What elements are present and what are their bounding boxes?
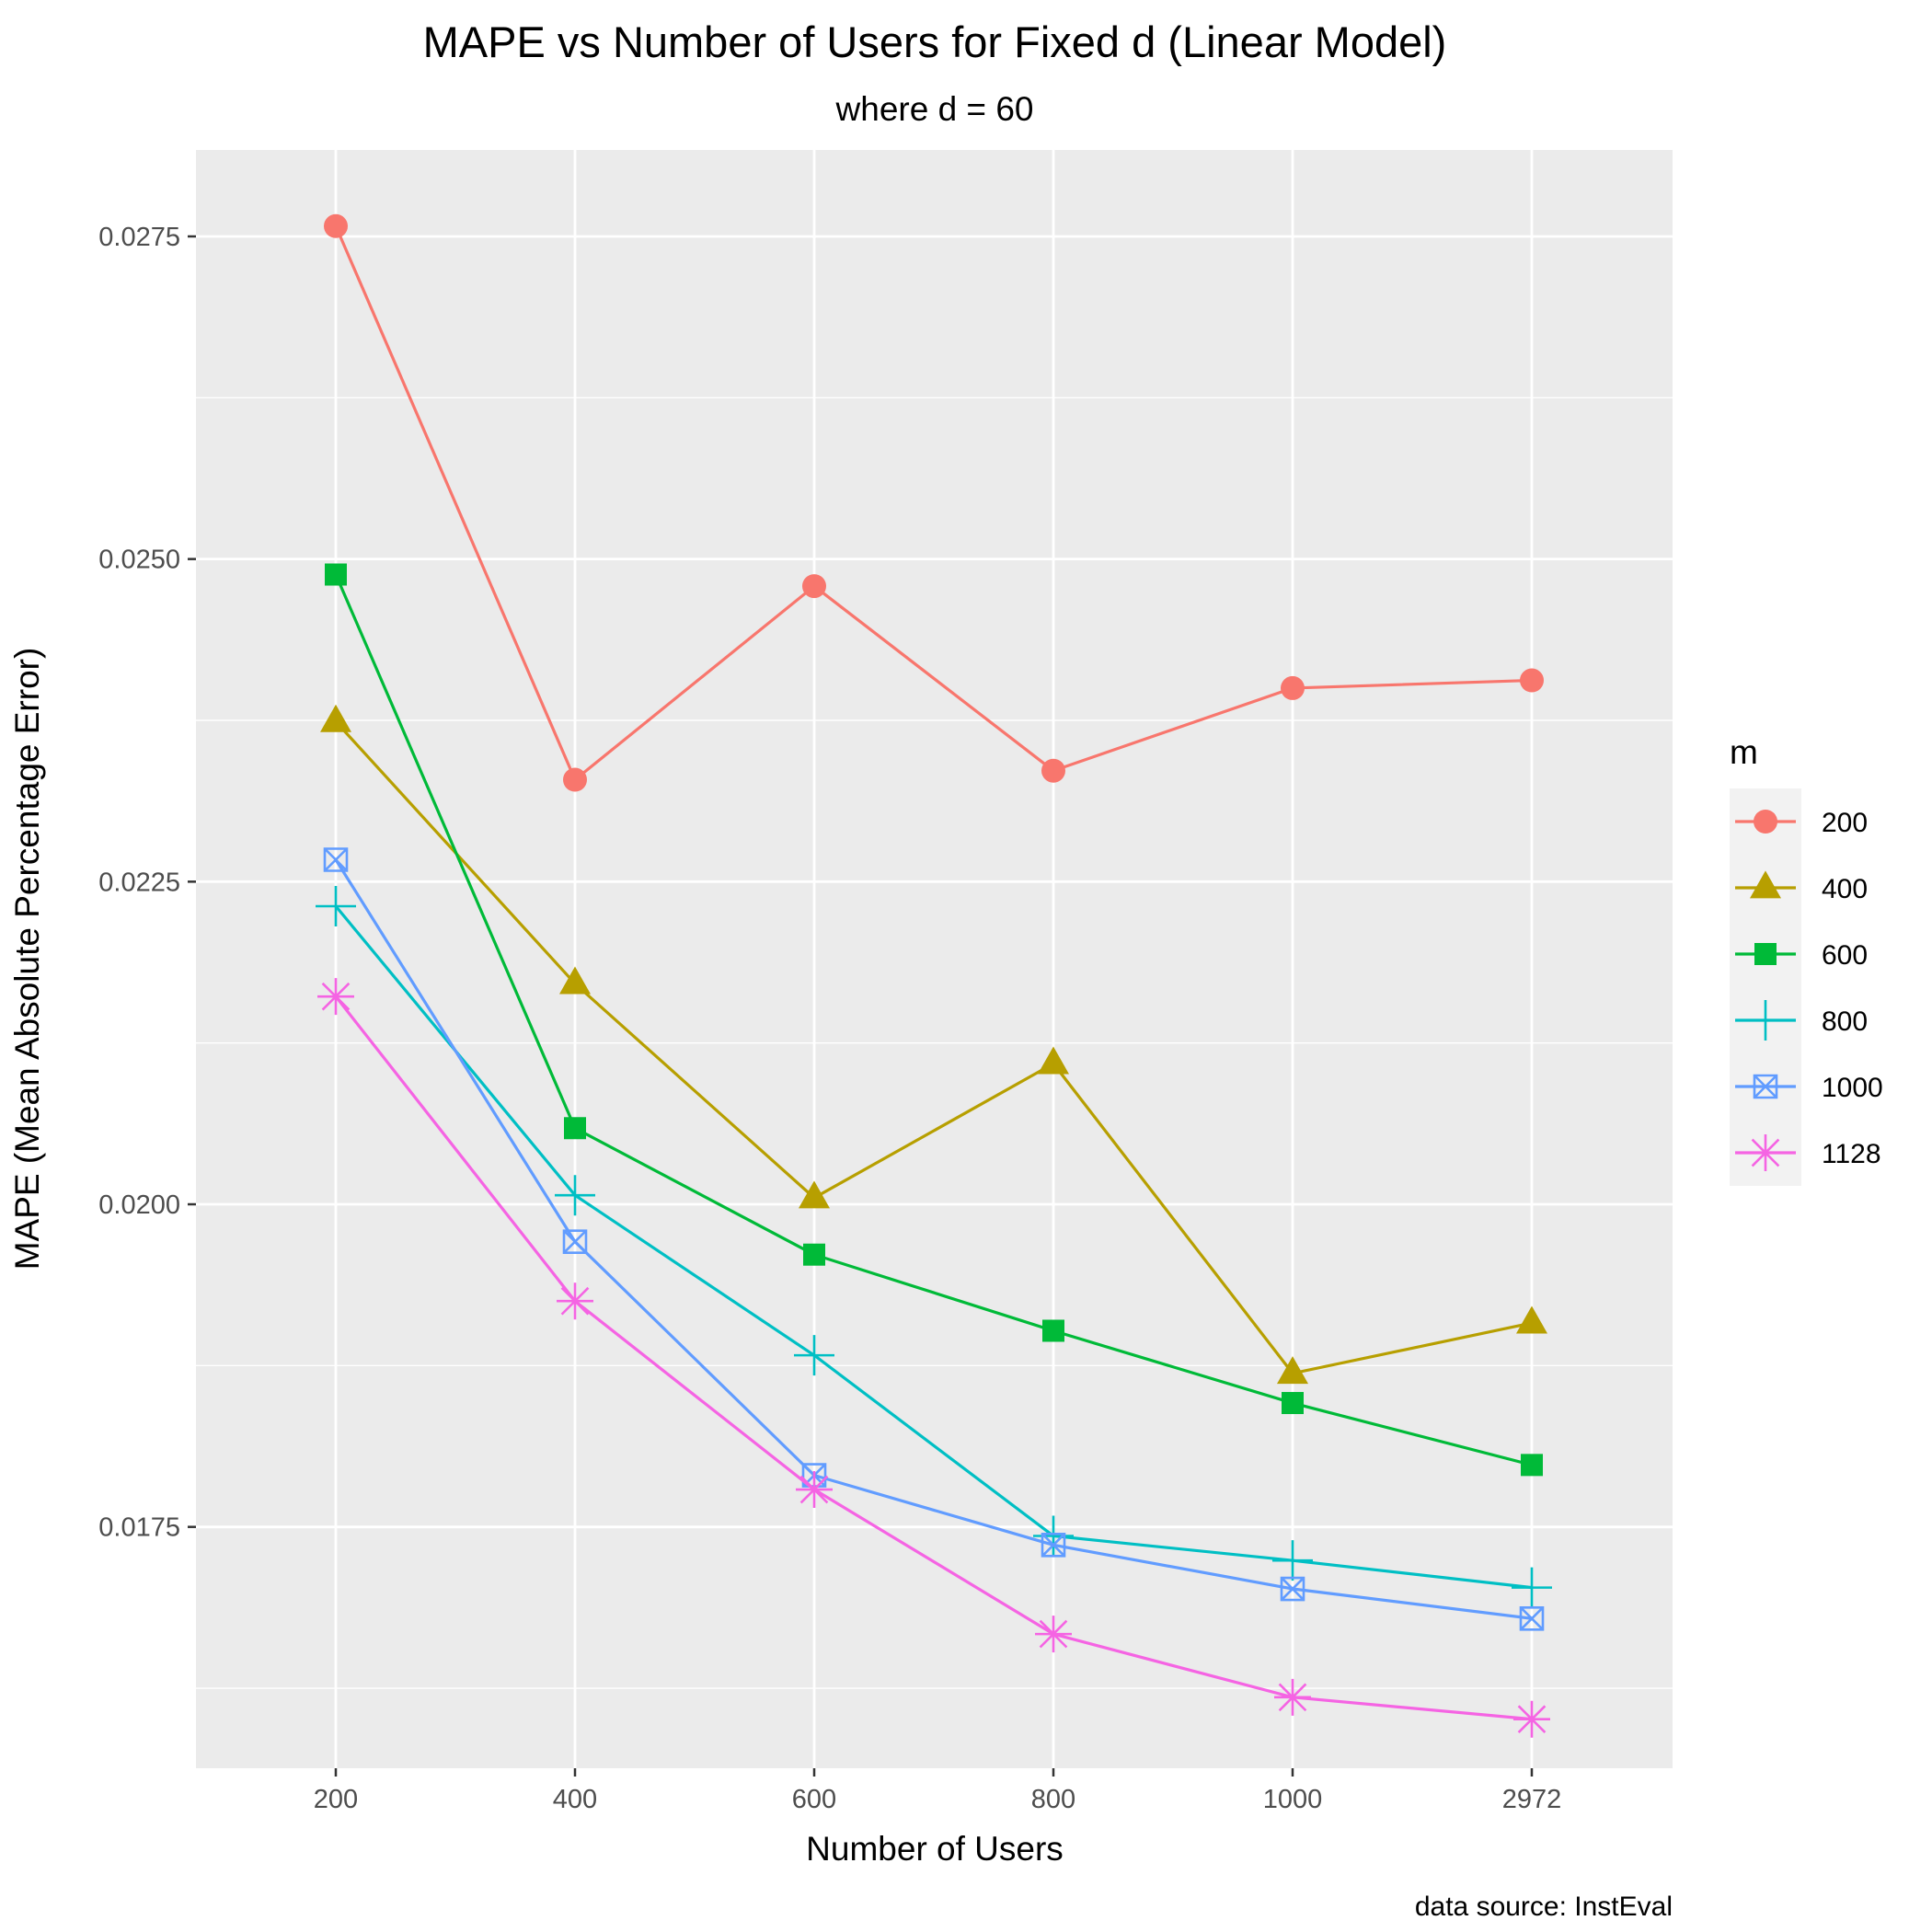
data-point-400 [1038,1046,1069,1075]
legend-label: 1128 [1822,1139,1881,1169]
legend-title: m [1730,733,1758,771]
legend-marker [1754,810,1777,834]
series-800 [316,885,1552,1608]
data-point-600 [1042,1319,1064,1342]
legend-item-200: 200 [1735,808,1868,838]
x-tick-label: 1000 [1263,1785,1323,1814]
x-tick-label: 2972 [1502,1785,1562,1814]
legend-item-600: 600 [1735,940,1868,971]
x-tick-label: 600 [792,1785,836,1814]
x-axis-label: Number of Users [806,1830,1064,1868]
data-point-1128 [796,1471,833,1509]
data-point-200 [1520,668,1544,693]
series-200 [324,213,1544,792]
data-point-200 [1041,758,1065,783]
legend: m 200 400 600 800 1000 1128 [1730,733,1883,1186]
y-axis-label: MAPE (Mean Absolute Percentage Error) [8,648,46,1271]
data-point-800 [794,1335,834,1376]
x-tick-label: 400 [553,1785,597,1814]
data-point-600 [1282,1392,1304,1415]
series-line-200 [334,225,1533,783]
data-point-600 [325,563,347,586]
data-point-800 [1512,1567,1552,1608]
data-point-200 [802,574,826,599]
data-point-1000 [1519,1605,1545,1631]
data-point-1128 [1274,1678,1311,1716]
data-point-800 [1033,1515,1074,1557]
series-line-800 [334,904,1533,1590]
data-point-600 [803,1243,825,1266]
data-point-800 [555,1175,595,1216]
data-point-1000 [562,1229,588,1254]
legend-key-background [1730,788,1801,1186]
legend-marker [1754,943,1777,965]
grid-minor [196,397,1673,1689]
data-point-1128 [1035,1616,1072,1653]
data-point-1000 [1041,1533,1066,1558]
y-tick-label: 0.0225 [98,868,180,897]
legend-marker [1745,1000,1786,1041]
x-axis: 200 400 600 800 1000 2972 [314,1768,1561,1814]
series-line-1128 [334,995,1533,1721]
legend-label: 1000 [1822,1073,1883,1103]
legend-label: 200 [1822,808,1868,838]
data-point-400 [1277,1356,1308,1385]
legend-marker [1750,870,1781,899]
y-tick-label: 0.0275 [98,223,180,252]
plot-panel [196,150,1673,1768]
data-point-200 [1281,675,1305,700]
legend-item-1000: 1000 [1735,1073,1883,1103]
data-point-200 [324,213,348,238]
data-point-800 [1272,1540,1313,1581]
data-point-1128 [557,1282,593,1320]
data-point-1000 [1280,1576,1305,1602]
legend-label: 600 [1822,940,1868,971]
data-point-400 [799,1180,830,1209]
data-point-600 [1521,1454,1543,1477]
series-400 [320,704,1547,1385]
series-line-600 [334,573,1533,1466]
data-point-1128 [1513,1700,1550,1738]
legend-label: 800 [1822,1006,1868,1037]
data-point-200 [563,767,587,792]
x-tick-label: 800 [1031,1785,1075,1814]
chart-subtitle: where d = 60 [835,90,1034,128]
chart-caption: data source: InstEval [1415,1892,1673,1922]
data-point-400 [1516,1305,1547,1334]
y-axis: 0.0175 0.0200 0.0225 0.0250 0.0275 [98,223,196,1543]
chart-title: MAPE vs Number of Users for Fixed d (Lin… [423,17,1447,66]
series-1128 [317,978,1550,1738]
data-point-400 [320,704,351,732]
series-line-1000 [334,858,1533,1620]
data-point-600 [564,1117,586,1140]
y-tick-label: 0.0175 [98,1513,180,1543]
legend-item-1128: 1128 [1735,1134,1881,1171]
series-line-400 [334,720,1533,1375]
data-point-400 [559,966,591,995]
y-tick-label: 0.0250 [98,546,180,575]
series-600 [325,563,1543,1477]
legend-marker [1753,1074,1778,1099]
legend-item-800: 800 [1735,1000,1868,1041]
y-tick-label: 0.0200 [98,1190,180,1220]
series-layer [316,213,1552,1738]
data-point-1128 [317,978,354,1016]
legend-marker [1747,1134,1784,1171]
legend-item-400: 400 [1735,870,1868,904]
legend-label: 400 [1822,874,1868,904]
x-tick-label: 200 [314,1785,358,1814]
data-point-800 [316,885,356,926]
data-point-1000 [323,847,349,872]
